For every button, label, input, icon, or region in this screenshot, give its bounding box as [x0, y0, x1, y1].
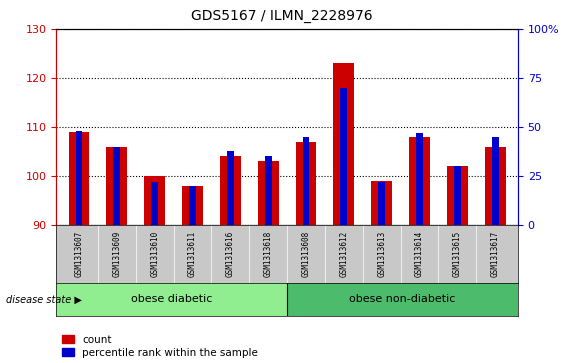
Bar: [220, 156, 241, 225]
Bar: [333, 63, 354, 225]
Text: GSM1313611: GSM1313611: [188, 231, 197, 277]
Bar: [106, 147, 127, 225]
Bar: [69, 132, 90, 225]
Bar: [287, 283, 518, 316]
Text: GSM1313617: GSM1313617: [491, 231, 500, 277]
Bar: [492, 137, 499, 225]
Text: obese non-diabetic: obese non-diabetic: [350, 294, 455, 305]
Legend: count, percentile rank within the sample: count, percentile rank within the sample: [61, 335, 258, 358]
Text: GSM1313613: GSM1313613: [377, 231, 386, 277]
Bar: [227, 151, 234, 225]
Bar: [341, 88, 347, 225]
Text: GSM1313612: GSM1313612: [339, 231, 348, 277]
Bar: [454, 166, 461, 225]
Bar: [416, 133, 423, 225]
Bar: [75, 131, 82, 225]
Bar: [182, 186, 203, 225]
Text: GSM1313607: GSM1313607: [74, 231, 83, 277]
Text: GSM1313614: GSM1313614: [415, 231, 424, 277]
Bar: [372, 181, 392, 225]
Bar: [485, 147, 506, 225]
Bar: [144, 176, 165, 225]
Text: GSM1313610: GSM1313610: [150, 231, 159, 277]
Bar: [296, 142, 316, 225]
Text: GSM1313618: GSM1313618: [263, 231, 272, 277]
Text: GSM1313616: GSM1313616: [226, 231, 235, 277]
Text: obese diabetic: obese diabetic: [131, 294, 212, 305]
Text: disease state ▶: disease state ▶: [6, 294, 82, 305]
Bar: [378, 182, 385, 225]
Bar: [189, 186, 196, 225]
Bar: [151, 182, 158, 225]
Text: GDS5167 / ILMN_2228976: GDS5167 / ILMN_2228976: [191, 9, 372, 23]
Text: GSM1313615: GSM1313615: [453, 231, 462, 277]
Bar: [113, 147, 120, 225]
Text: GSM1313608: GSM1313608: [302, 231, 311, 277]
Bar: [265, 156, 271, 225]
Bar: [409, 137, 430, 225]
Text: GSM1313609: GSM1313609: [113, 231, 122, 277]
Bar: [56, 283, 287, 316]
Bar: [447, 166, 468, 225]
Bar: [303, 137, 310, 225]
Bar: [258, 161, 279, 225]
